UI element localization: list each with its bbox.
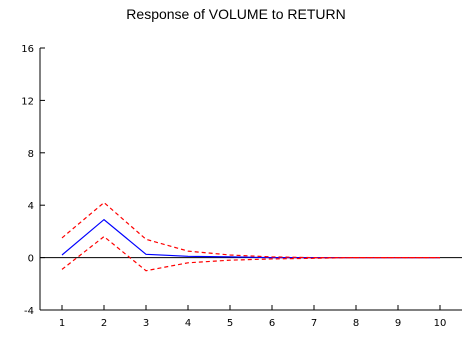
x-tick-label: 1 (59, 318, 65, 329)
y-tick-label: 16 (21, 44, 34, 55)
x-tick-label: 5 (227, 318, 233, 329)
series-line-upper-band (62, 203, 440, 258)
y-tick-label: 0 (28, 254, 34, 265)
x-tick-label: 10 (434, 318, 447, 329)
x-tick-label: 9 (395, 318, 401, 329)
y-tick-label: 4 (28, 201, 34, 212)
x-tick-label: 2 (101, 318, 107, 329)
y-tick-label: 8 (28, 149, 34, 160)
x-tick-label: 6 (269, 318, 275, 329)
series-line-lower-band (62, 237, 440, 271)
y-tick-label: 12 (21, 96, 34, 107)
x-tick-label: 8 (353, 318, 359, 329)
x-tick-label: 4 (185, 318, 191, 329)
x-tick-label: 3 (143, 318, 149, 329)
x-tick-label: 7 (311, 318, 317, 329)
y-tick-label: -4 (24, 306, 34, 317)
series-line-response (62, 220, 440, 258)
chart-title: Response of VOLUME to RETURN (0, 6, 472, 22)
